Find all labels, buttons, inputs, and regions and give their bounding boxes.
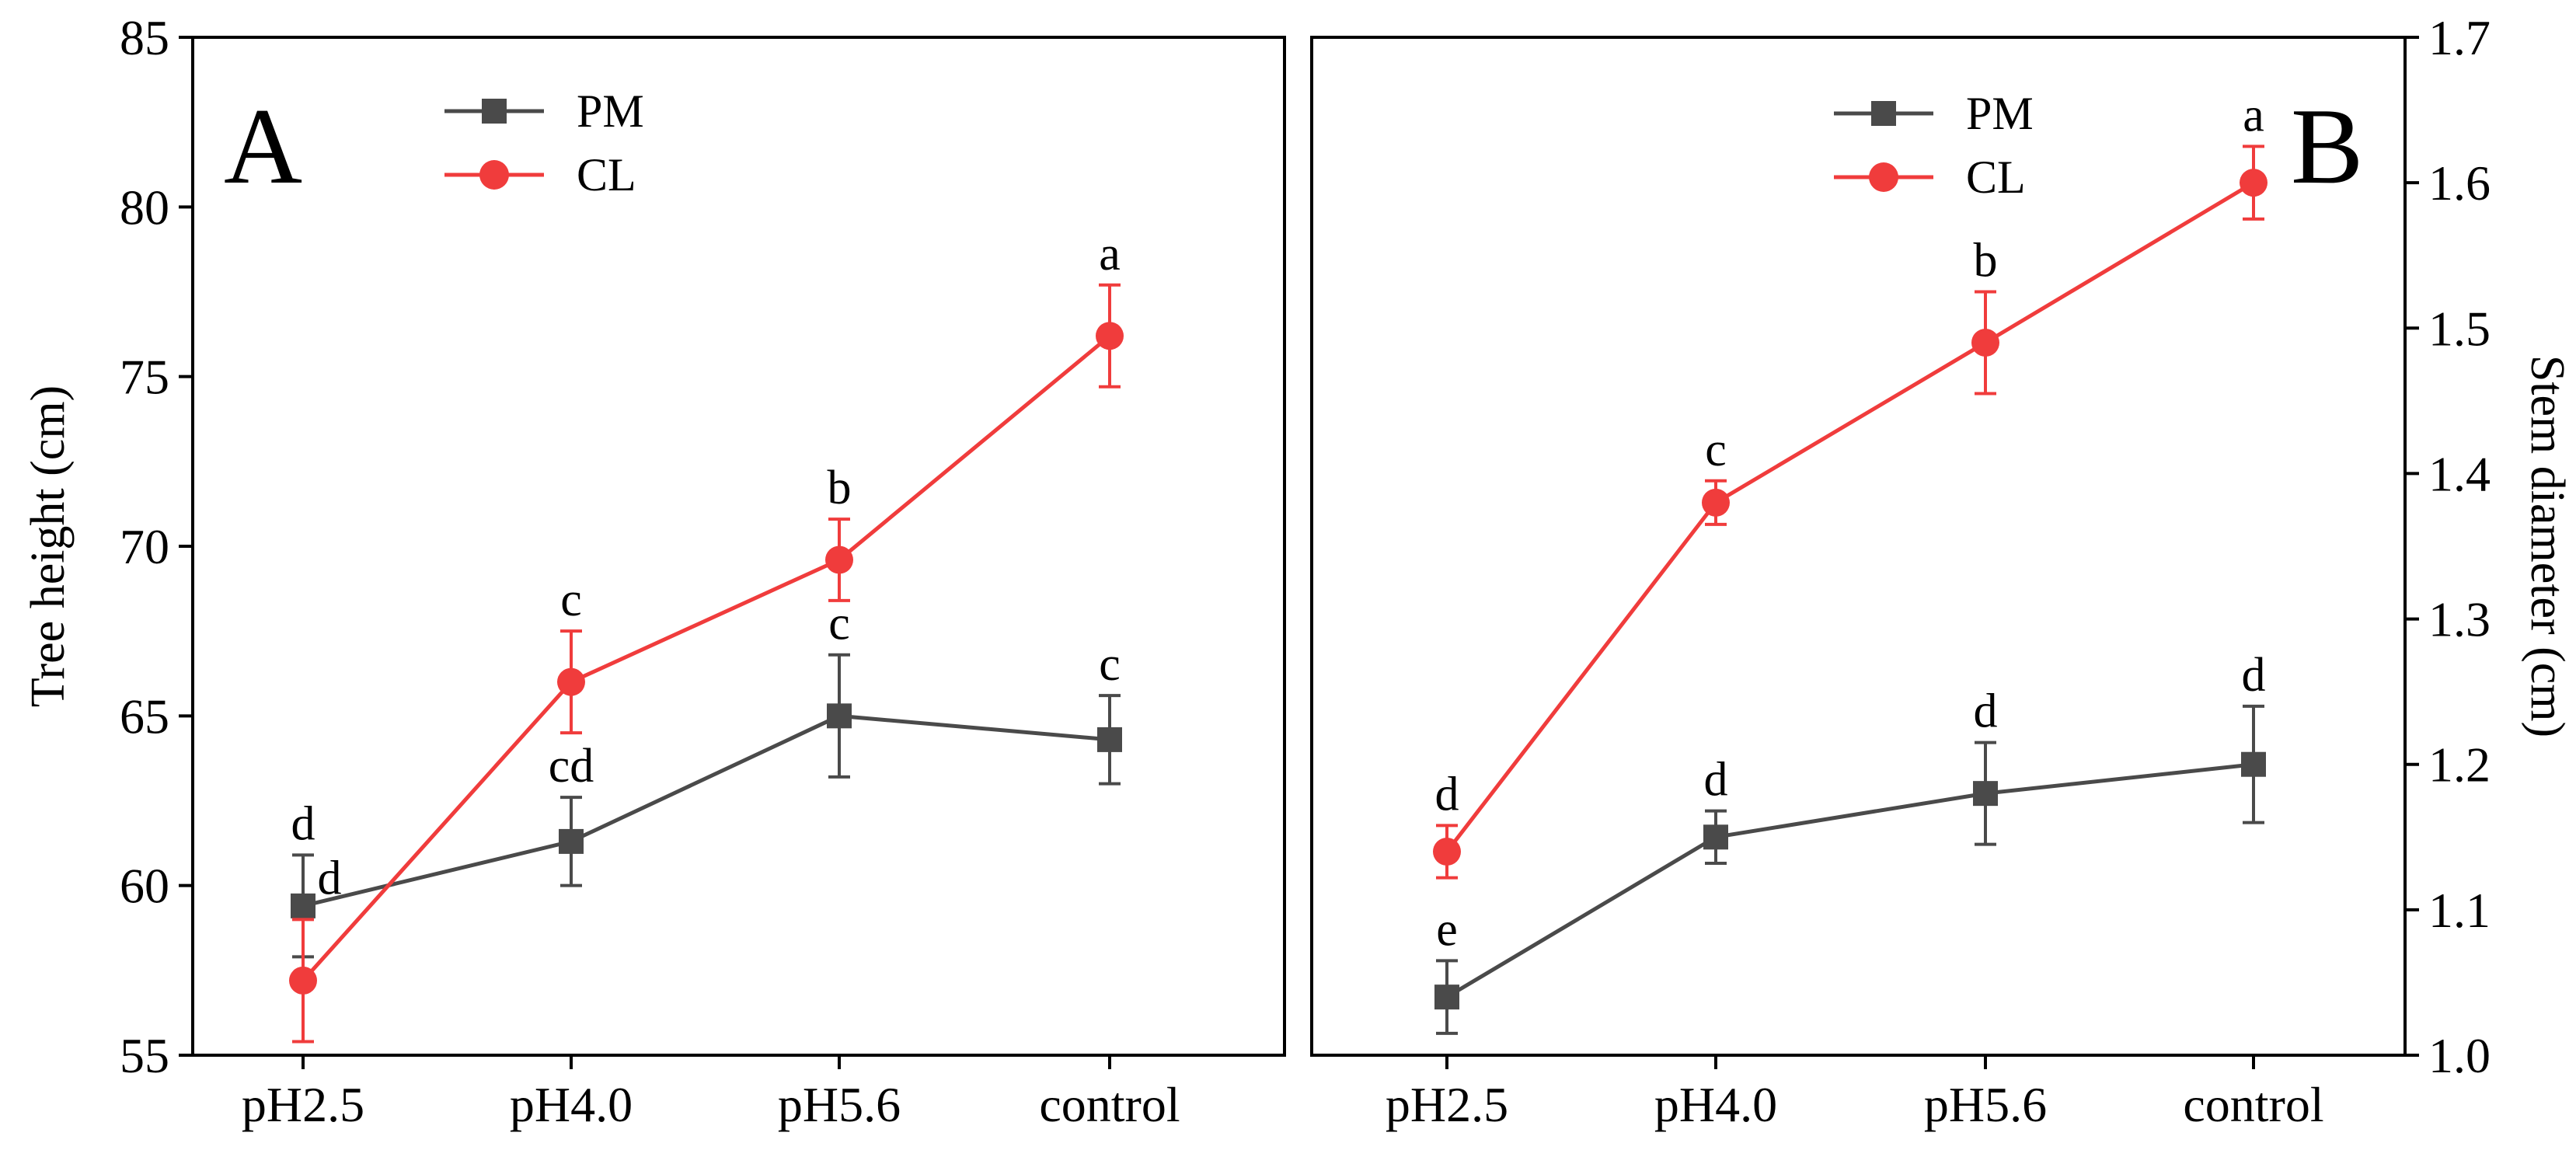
y-tick-label: 1.6 — [2428, 155, 2491, 211]
legend-cl-label-b: CL — [1966, 152, 2026, 203]
cl-significance-letter: d — [1435, 768, 1459, 821]
pm-significance-letter: c — [828, 598, 850, 650]
y-tick-label: 60 — [120, 859, 169, 914]
y-axis-label-left: Tree height (cm) — [22, 385, 75, 707]
pm-data-point — [559, 828, 584, 854]
y-tick-label: 1.2 — [2428, 737, 2491, 793]
pm-data-point — [1703, 824, 1728, 850]
legend-cl-marker-a — [479, 160, 509, 190]
pm-significance-letter: cd — [549, 740, 594, 793]
cl-data-point — [1096, 322, 1124, 350]
pm-series-line — [1445, 762, 2254, 999]
y-tick-label: 1.5 — [2428, 301, 2491, 356]
legend-pm-marker-a — [482, 99, 507, 124]
legend-cl-marker-b — [1869, 162, 1898, 192]
pm-significance-letter: d — [1704, 754, 1728, 807]
legend-pm-label-b: PM — [1966, 88, 2034, 139]
cl-significance-letter: a — [1099, 228, 1121, 281]
y-tick-label: 80 — [120, 179, 169, 235]
y-tick-label: 70 — [120, 519, 169, 574]
y-tick-label: 1.1 — [2428, 883, 2491, 938]
y-tick-label: 85 — [120, 10, 169, 65]
legend-pm-label-a: PM — [577, 85, 644, 137]
y-axis-label-right: Stem diameter (cm) — [2521, 355, 2574, 737]
cl-significance-letter: a — [2243, 89, 2264, 141]
pm-significance-letter: d — [2242, 649, 2266, 702]
cl-data-point — [825, 545, 853, 574]
panel-b-label: B — [2291, 86, 2363, 207]
y-tick-label: 55 — [120, 1028, 169, 1083]
cl-data-point — [557, 667, 585, 696]
y-tick-label: 1.4 — [2428, 446, 2491, 501]
cl-significance-letter: c — [1705, 423, 1727, 476]
x-tick-label: pH2.5 — [1386, 1077, 1508, 1132]
chart-b-marks: 1.0 1.1 1.2 1.3 1.4 1.5 1.6 1.7 pH2.5 pH4.0 pH5.6 c… — [1386, 10, 2491, 1132]
panel-a-frame — [191, 36, 1286, 1057]
pm-series-line — [302, 713, 1110, 908]
y-tick-label: 75 — [120, 350, 169, 405]
cl-data-point — [1702, 488, 1730, 517]
pm-significance-letter: d — [1974, 685, 1998, 738]
cl-data-point — [2240, 169, 2268, 197]
pm-data-point — [1973, 781, 1998, 807]
pm-data-point — [827, 703, 852, 729]
cl-significance-letter: c — [560, 573, 582, 626]
cl-significance-letter: b — [1974, 235, 1998, 288]
x-tick-label: pH4.0 — [510, 1077, 633, 1132]
x-tick-label: pH5.6 — [778, 1077, 901, 1132]
x-tick-label: control — [2183, 1077, 2323, 1132]
legend-panel-b: PM CL — [1834, 88, 2034, 203]
pm-significance-letter: c — [1099, 638, 1121, 691]
x-tick-label: pH4.0 — [1654, 1077, 1777, 1132]
pm-significance-letter: e — [1436, 903, 1458, 956]
x-tick-label: pH5.6 — [1924, 1077, 2047, 1132]
y-tick-label: 65 — [120, 688, 169, 744]
y-tick-label: 1.0 — [2428, 1028, 2491, 1083]
x-tick-label: control — [1039, 1077, 1180, 1132]
pm-data-point — [2241, 751, 2266, 777]
panel-b-frame — [1310, 36, 2407, 1057]
legend-cl-label-a: CL — [577, 149, 636, 200]
panel-a-label: A — [224, 86, 302, 207]
cl-data-point — [1433, 838, 1461, 866]
pm-data-point — [291, 893, 315, 918]
pm-significance-letter: d — [291, 797, 315, 850]
cl-significance-letter: b — [828, 462, 852, 514]
cl-series-line — [302, 334, 1111, 982]
legend-pm-marker-b — [1871, 101, 1896, 126]
y-tick-label: 1.7 — [2428, 10, 2491, 65]
cl-data-point — [289, 966, 317, 995]
cl-series-line — [1445, 180, 2255, 853]
cl-data-point — [1971, 329, 1999, 357]
legend-panel-a: PM CL — [444, 85, 644, 200]
pm-data-point — [1097, 727, 1122, 752]
cl-significance-letter: d — [318, 852, 342, 904]
y-tick-label: 1.3 — [2428, 592, 2491, 647]
x-tick-label: pH2.5 — [242, 1077, 364, 1132]
pm-data-point — [1434, 984, 1459, 1010]
